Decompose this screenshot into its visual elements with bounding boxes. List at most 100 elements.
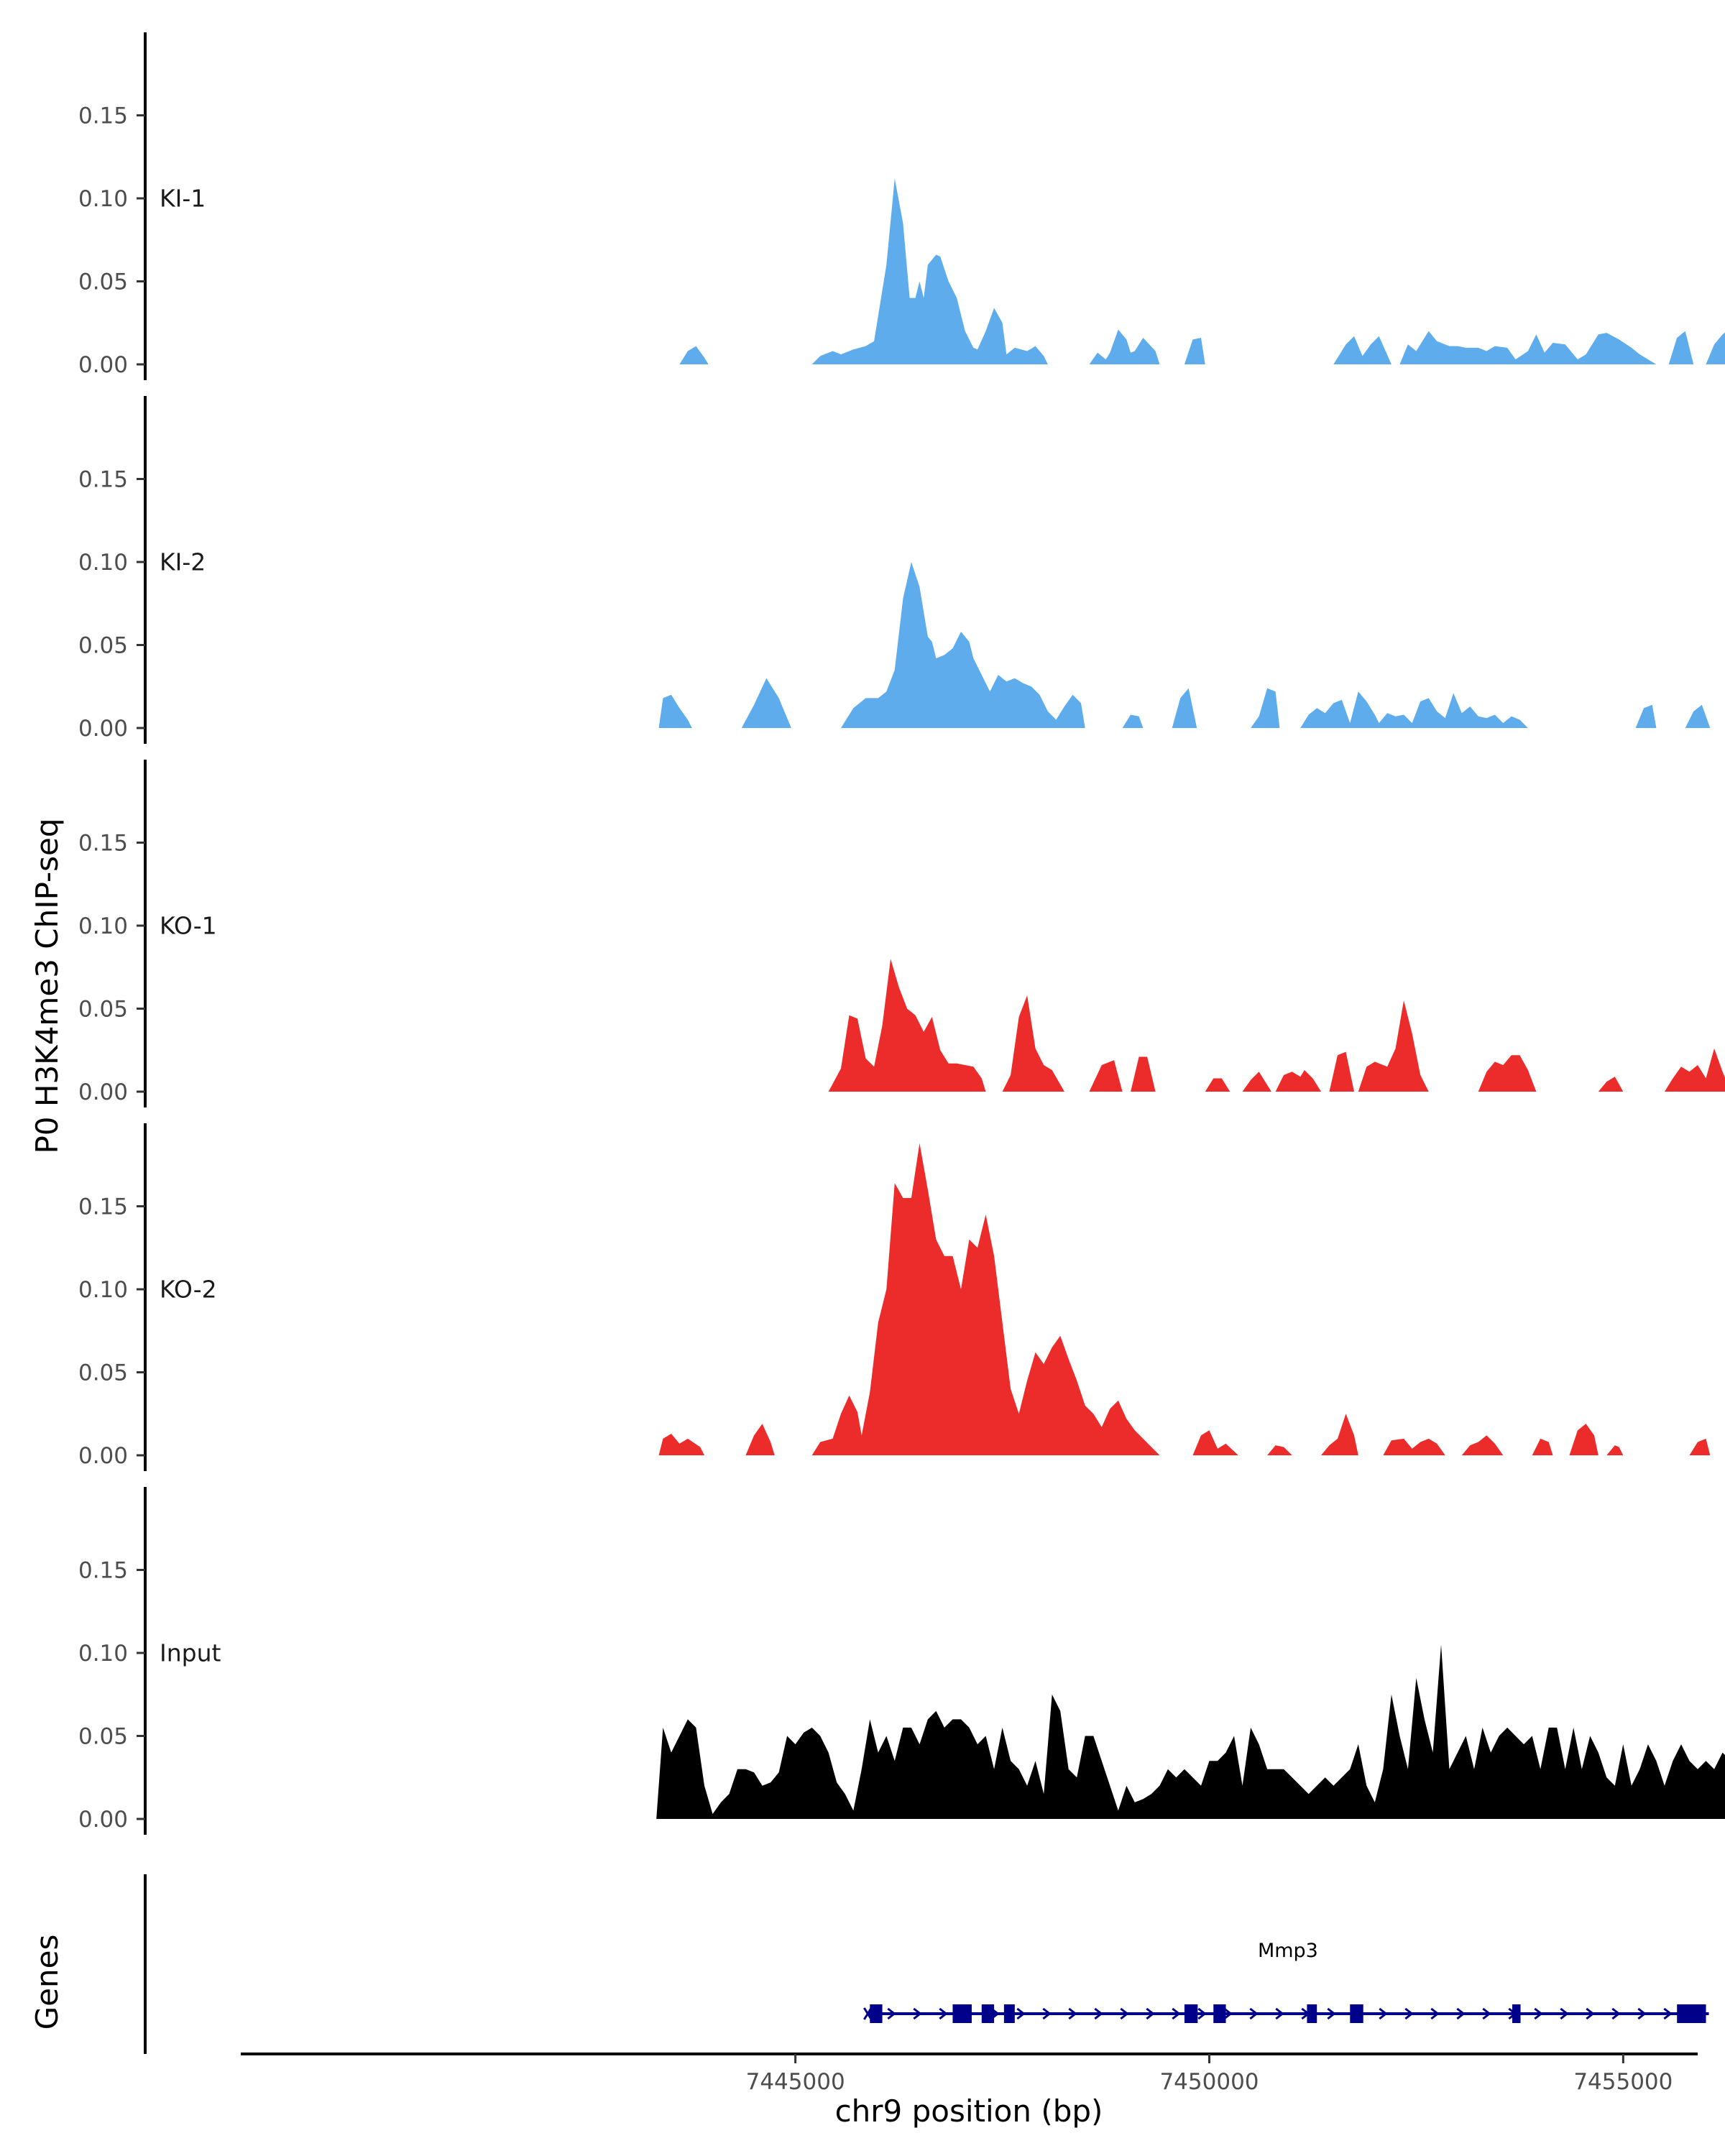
y-tick-label: 0.00	[78, 1079, 128, 1105]
y-tick-label: 0.00	[78, 716, 128, 742]
y-tick-label: 0.15	[78, 1194, 128, 1220]
strand-arrow	[887, 2007, 896, 2020]
y-tick-label: 0.10	[78, 550, 128, 576]
signal-area	[1184, 338, 1205, 364]
signal-area	[679, 346, 709, 364]
track-panel-ko-1: 0.00 0.05 0.10 0.15 KO-1	[78, 760, 1725, 1107]
strand-arrow	[1146, 2007, 1155, 2020]
exon	[1213, 2004, 1226, 2023]
signal-area	[1267, 1445, 1292, 1455]
y-tick-label: 0.10	[78, 186, 128, 212]
signal-area	[658, 1434, 704, 1455]
x-tick-label: 7450000	[1159, 2069, 1259, 2095]
signal-area	[1635, 704, 1657, 728]
signal-area	[1333, 336, 1392, 364]
strand-arrow	[1275, 2007, 1284, 2020]
strand-arrow	[1404, 2007, 1414, 2020]
y-tick-label: 0.05	[78, 270, 128, 295]
exon	[981, 2004, 995, 2023]
track-panel-ki-1: 0.00 0.05 0.10 0.15 KI-1	[78, 32, 1725, 380]
strand-arrow	[1430, 2007, 1440, 2020]
strand-arrow	[1586, 2007, 1595, 2020]
strand-arrow	[1560, 2007, 1569, 2020]
exon	[1307, 2004, 1317, 2023]
track-panel-input: 0.00 0.05 0.10 0.15 Input	[78, 1487, 1725, 1835]
signal-area	[1002, 995, 1064, 1092]
gene-track: Mmp3	[863, 1940, 1709, 2023]
y-tick-label: 0.05	[78, 1724, 128, 1750]
y-tick-label: 0.10	[78, 913, 128, 939]
x-axis-title: chr9 position (bp)	[835, 2093, 1103, 2129]
strand-arrow	[1379, 2007, 1388, 2020]
signal-area	[1321, 1414, 1358, 1455]
signal-area	[1664, 1048, 1725, 1092]
y-tick-label: 0.00	[78, 1443, 128, 1469]
strand-arrow	[913, 2007, 922, 2020]
signal-area	[1205, 1078, 1230, 1092]
y-tick-label: 0.00	[78, 1807, 128, 1833]
signal-area	[1358, 1000, 1429, 1092]
y-tick-label: 0.10	[78, 1277, 128, 1303]
y-tick-label: 0.15	[78, 1558, 128, 1584]
genes-track-title: Genes	[29, 1935, 65, 2030]
strand-arrow	[1094, 2007, 1103, 2020]
strand-arrow	[1042, 2007, 1052, 2020]
signal-area	[741, 678, 791, 728]
exon	[1350, 2004, 1363, 2023]
x-axis-ticks: 7445000 7450000 7455000	[746, 2054, 1673, 2095]
y-tick-label: 0.05	[78, 633, 128, 659]
strand-arrow	[1172, 2007, 1181, 2020]
signal-area	[1569, 1424, 1598, 1455]
y-tick-label: 0.15	[78, 831, 128, 857]
track-label: KI-2	[160, 548, 206, 576]
x-tick-label: 7455000	[1573, 2069, 1673, 2095]
strand-arrow	[1611, 2007, 1621, 2020]
strand-arrow	[1637, 2007, 1647, 2020]
signal-area	[1689, 1438, 1711, 1455]
exon	[1003, 2004, 1015, 2023]
signal-area	[1242, 1072, 1271, 1092]
x-tick-label: 7445000	[746, 2069, 845, 2095]
signal-area	[1329, 1051, 1354, 1092]
signal-area	[745, 1424, 775, 1455]
signal-area	[1399, 331, 1657, 364]
track-label: KI-1	[160, 185, 206, 213]
signal-area	[1668, 331, 1694, 364]
signal-area	[1606, 1445, 1624, 1455]
track-label: KO-1	[160, 912, 217, 940]
signal-area	[1532, 1438, 1553, 1455]
signal-area	[1172, 688, 1197, 728]
strand-arrow	[1068, 2007, 1077, 2020]
signal-area	[828, 959, 986, 1092]
y-tick-label: 0.05	[78, 997, 128, 1023]
y-tick-label: 0.00	[78, 352, 128, 378]
exon	[952, 2004, 972, 2023]
strand-arrow	[1482, 2007, 1491, 2020]
track-panel-ki-2: 0.00 0.05 0.10 0.15 KI-2	[78, 396, 1711, 744]
signal-area	[1706, 332, 1725, 364]
gene-name-label: Mmp3	[1258, 1940, 1318, 1962]
signal-area	[1275, 1070, 1321, 1092]
signal-area	[841, 562, 1085, 728]
signal-area	[811, 1143, 1160, 1455]
strand-arrow	[939, 2007, 948, 2020]
signal-area	[1192, 1430, 1238, 1455]
signal-area	[656, 1644, 1725, 1819]
exon	[1512, 2004, 1521, 2023]
strand-arrow	[1249, 2007, 1259, 2020]
signal-area	[1089, 1060, 1123, 1092]
track-label: Input	[160, 1639, 221, 1667]
y-axis-title: P0 H3K4me3 ChIP-seq	[29, 818, 65, 1153]
exon	[1677, 2004, 1706, 2023]
signal-area	[1131, 1056, 1156, 1092]
track-panels: 0.00 0.05 0.10 0.15 KI-1 0.00 0.05 0.10 0.15 KI-2…	[78, 32, 1725, 1835]
y-tick-label: 0.15	[78, 103, 128, 129]
signal-area	[1383, 1438, 1445, 1455]
signal-area	[1461, 1435, 1504, 1455]
strand-arrow	[1223, 2007, 1233, 2020]
signal-area	[1251, 688, 1280, 728]
track-label: KO-2	[160, 1276, 217, 1304]
exon	[1184, 2004, 1198, 2023]
strand-arrow	[1663, 2007, 1673, 2020]
